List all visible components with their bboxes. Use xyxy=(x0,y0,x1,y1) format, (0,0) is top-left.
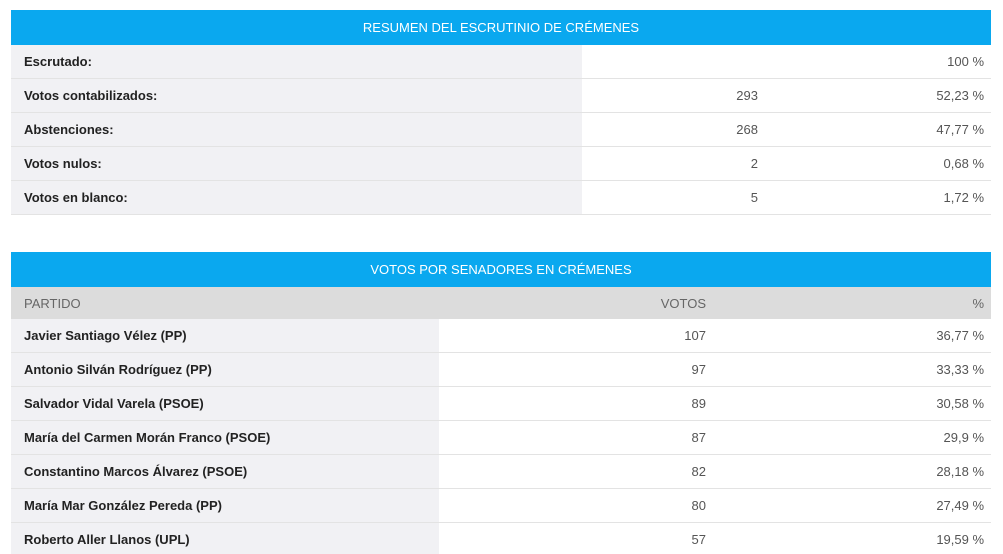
row-votes: 2 xyxy=(582,146,758,181)
table-row: Abstenciones: 268 47,77 % xyxy=(11,112,992,147)
row-votes: 268 xyxy=(582,112,758,147)
candidate-votes: 80 xyxy=(439,488,716,523)
candidate-votes: 97 xyxy=(439,352,716,387)
candidate-votes: 57 xyxy=(439,522,716,554)
senators-title: VOTOS POR SENADORES EN CRÉMENES xyxy=(11,252,992,287)
candidate-name: Antonio Silván Rodríguez (PP) xyxy=(11,352,439,387)
row-pct: 47,77 % xyxy=(758,112,992,147)
row-pct: 0,68 % xyxy=(758,146,992,181)
candidate-votes: 87 xyxy=(439,420,716,455)
table-row: Votos contabilizados: 293 52,23 % xyxy=(11,78,992,113)
senators-table: VOTOS POR SENADORES EN CRÉMENES PARTIDO … xyxy=(11,252,992,554)
table-row: María Mar González Pereda (PP) 80 27,49 … xyxy=(11,488,992,523)
candidate-name: María Mar González Pereda (PP) xyxy=(11,488,439,523)
candidate-pct: 27,49 % xyxy=(716,488,992,523)
table-row: Antonio Silván Rodríguez (PP) 97 33,33 % xyxy=(11,352,992,387)
row-votes: 5 xyxy=(582,180,758,215)
row-label: Votos en blanco: xyxy=(11,180,582,215)
candidate-votes: 82 xyxy=(439,454,716,489)
candidate-name: Salvador Vidal Varela (PSOE) xyxy=(11,386,439,421)
candidate-name: Constantino Marcos Álvarez (PSOE) xyxy=(11,454,439,489)
candidate-pct: 29,9 % xyxy=(716,420,992,455)
header-pct: % xyxy=(716,287,992,319)
row-label: Abstenciones: xyxy=(11,112,582,147)
row-votes: 293 xyxy=(582,78,758,113)
table-row: Salvador Vidal Varela (PSOE) 89 30,58 % xyxy=(11,386,992,421)
row-label: Escrutado: xyxy=(11,45,582,79)
summary-header: RESUMEN DEL ESCRUTINIO DE CRÉMENES xyxy=(11,10,992,45)
candidate-pct: 19,59 % xyxy=(716,522,992,554)
candidate-pct: 36,77 % xyxy=(716,319,992,353)
summary-title: RESUMEN DEL ESCRUTINIO DE CRÉMENES xyxy=(11,10,992,45)
row-votes xyxy=(582,45,758,79)
senators-header: VOTOS POR SENADORES EN CRÉMENES xyxy=(11,252,992,287)
candidate-votes: 89 xyxy=(439,386,716,421)
table-row: Votos en blanco: 5 1,72 % xyxy=(11,180,992,215)
table-row: María del Carmen Morán Franco (PSOE) 87 … xyxy=(11,420,992,455)
table-row: Votos nulos: 2 0,68 % xyxy=(11,146,992,181)
row-pct: 52,23 % xyxy=(758,78,992,113)
column-headers: PARTIDO VOTOS % xyxy=(11,287,992,319)
row-pct: 100 % xyxy=(758,45,992,79)
header-party: PARTIDO xyxy=(11,287,439,319)
candidate-name: Roberto Aller Llanos (UPL) xyxy=(11,522,439,554)
candidate-name: María del Carmen Morán Franco (PSOE) xyxy=(11,420,439,455)
header-votes: VOTOS xyxy=(439,287,716,319)
candidate-pct: 30,58 % xyxy=(716,386,992,421)
table-row: Escrutado: 100 % xyxy=(11,45,992,79)
row-label: Votos nulos: xyxy=(11,146,582,181)
table-row: Constantino Marcos Álvarez (PSOE) 82 28,… xyxy=(11,454,992,489)
candidate-votes: 107 xyxy=(439,319,716,353)
candidate-pct: 28,18 % xyxy=(716,454,992,489)
row-label: Votos contabilizados: xyxy=(11,78,582,113)
table-row: Roberto Aller Llanos (UPL) 57 19,59 % xyxy=(11,522,992,554)
candidate-pct: 33,33 % xyxy=(716,352,992,387)
row-pct: 1,72 % xyxy=(758,180,992,215)
candidate-name: Javier Santiago Vélez (PP) xyxy=(11,319,439,353)
summary-table: RESUMEN DEL ESCRUTINIO DE CRÉMENES Escru… xyxy=(11,10,992,215)
table-row: Javier Santiago Vélez (PP) 107 36,77 % xyxy=(11,319,992,353)
